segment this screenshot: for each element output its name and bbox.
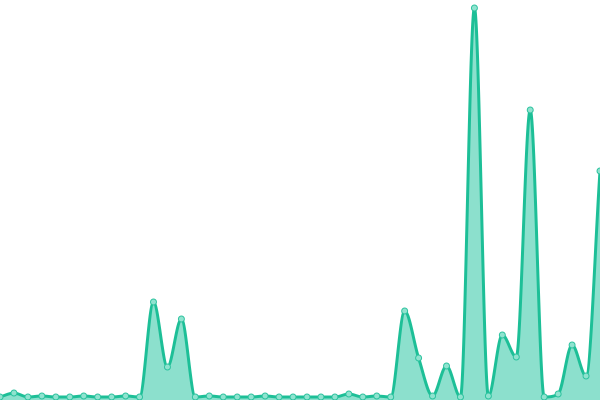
- data-point: [24, 393, 32, 400]
- data-point: [303, 393, 311, 400]
- data-point: [247, 393, 255, 400]
- data-point: [0, 393, 4, 400]
- data-point: [373, 392, 381, 400]
- area-fill: [0, 8, 600, 400]
- data-point: [415, 354, 423, 362]
- data-point: [443, 362, 451, 370]
- data-point: [261, 392, 269, 400]
- data-point: [470, 4, 478, 12]
- data-point: [289, 393, 297, 400]
- data-point: [219, 393, 227, 400]
- data-point: [136, 393, 144, 400]
- series-line: [0, 6, 600, 399]
- data-point: [122, 392, 130, 400]
- data-point: [387, 393, 395, 400]
- data-point: [205, 392, 213, 400]
- data-point: [191, 393, 199, 400]
- data-point: [526, 106, 534, 114]
- data-point: [10, 389, 18, 397]
- data-point: [345, 390, 353, 398]
- data-point: [484, 392, 492, 400]
- data-point: [596, 167, 600, 175]
- data-point: [540, 393, 548, 400]
- data-point: [108, 393, 116, 400]
- data-point: [66, 393, 74, 400]
- data-point: [359, 393, 367, 400]
- data-point: [582, 372, 590, 380]
- data-point: [275, 393, 283, 400]
- data-point: [177, 315, 185, 323]
- data-point: [331, 393, 339, 400]
- data-point: [317, 393, 325, 400]
- data-point: [429, 392, 437, 400]
- data-points: [0, 4, 600, 400]
- data-point: [401, 307, 409, 315]
- data-point: [149, 298, 157, 306]
- data-point: [512, 353, 520, 361]
- data-point: [94, 393, 102, 400]
- data-point: [52, 393, 60, 400]
- data-point: [233, 393, 241, 400]
- data-point: [456, 393, 464, 400]
- data-point: [554, 390, 562, 398]
- data-point: [498, 331, 506, 339]
- data-point: [38, 392, 46, 400]
- data-point: [568, 341, 576, 349]
- data-point: [80, 392, 88, 400]
- data-point: [163, 363, 171, 371]
